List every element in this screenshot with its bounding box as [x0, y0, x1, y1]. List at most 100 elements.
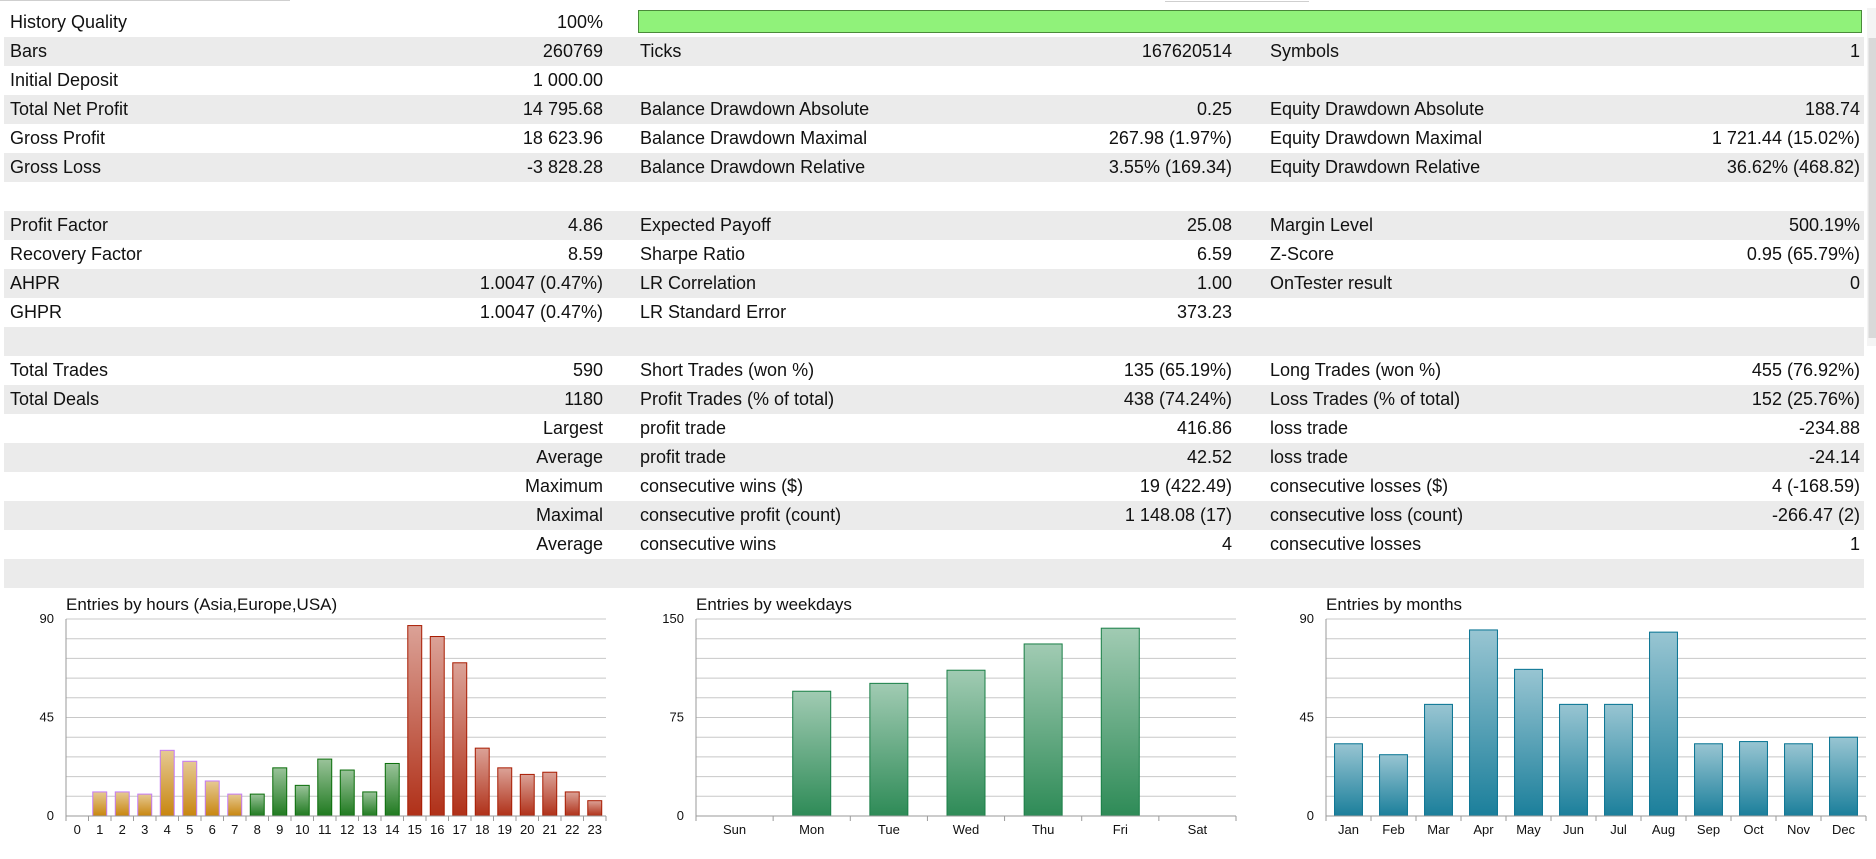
chart-title: Entries by weekdays [696, 595, 852, 614]
chart-svg: Entries by months 0 45 90 Jan Feb Mar Apr May Jun… [1300, 595, 1867, 837]
bar [564, 791, 580, 817]
report-row: Average consecutive wins 4 consecutive loss… [4, 530, 1864, 559]
bar [1023, 643, 1063, 817]
metric-value: 0 [1849, 273, 1860, 293]
backtest-report-table: History Quality 100% Bars 260769 Ticks 1676… [4, 8, 1864, 588]
x-tick-label: 10 [295, 822, 309, 837]
metric-label: Gross Loss [10, 157, 102, 177]
x-tick-label: Fri [1113, 822, 1128, 837]
scrollbar-thumb[interactable] [1868, 38, 1876, 338]
metric-value: 500.19% [1788, 215, 1860, 235]
metric-value: Maximum [524, 476, 603, 496]
metric-label: Loss Trades (% of total) [1270, 389, 1461, 409]
report-row: Total Net Profit 14 795.68 Balance Drawdow… [4, 95, 1864, 124]
metric-value: 6.59 [1196, 244, 1232, 264]
bar [1334, 743, 1363, 817]
metric-label: profit trade [640, 447, 727, 467]
bar [1694, 743, 1723, 817]
metric-value: 14 795.68 [522, 99, 603, 119]
metric-label: Equity Drawdown Absolute [1270, 99, 1485, 119]
x-tick-label: 12 [340, 822, 354, 837]
report-row [4, 182, 1864, 211]
metric-label: loss trade [1270, 447, 1349, 467]
metric-value: 1180 [564, 389, 603, 409]
report-row: Initial Deposit 1 000.00 [4, 66, 1864, 95]
metric-value: -234.88 [1798, 418, 1860, 438]
x-tick-label: 16 [430, 822, 444, 837]
metric-label: consecutive losses ($) [1270, 476, 1449, 496]
bar [182, 760, 198, 817]
bar [429, 636, 445, 817]
chart-entries-by-weekdays: Entries by weekdays 0 75 150 Sun Mon Tue Wed Thu… [638, 590, 1238, 852]
metric-value: 8.59 [567, 244, 603, 264]
bar [137, 793, 153, 817]
x-tick-label: 22 [565, 822, 579, 837]
metric-value: 1 721.44 (15.02%) [1711, 128, 1860, 148]
report-row: Maximum consecutive wins ($) 19 (422.49) co… [4, 472, 1864, 501]
metric-value: 4 [1221, 534, 1232, 554]
metric-value: 19 (422.49) [1139, 476, 1232, 496]
history-quality-row: History Quality 100% [4, 8, 1864, 37]
bar [1100, 627, 1140, 817]
metric-value: 1 148.08 (17) [1124, 505, 1232, 525]
vertical-scrollbar[interactable] [1867, 8, 1876, 346]
bar [1784, 743, 1813, 817]
x-tick-label: Thu [1032, 822, 1054, 837]
metric-value: 0.25 [1196, 99, 1232, 119]
history-quality-label: History Quality [10, 12, 128, 32]
metric-value: Largest [542, 418, 603, 438]
metric-label: Short Trades (won %) [640, 360, 815, 380]
bar [317, 758, 333, 817]
x-tick-label: Mon [799, 822, 824, 837]
bar [92, 791, 108, 817]
metric-value: -266.47 (2) [1771, 505, 1860, 525]
metric-label: GHPR [10, 302, 63, 322]
metric-value: 416.86 [1176, 418, 1232, 438]
metric-value: 167620514 [1141, 41, 1232, 61]
bar [159, 749, 175, 817]
metric-label: Margin Level [1270, 215, 1374, 235]
metric-label: Equity Drawdown Relative [1270, 157, 1481, 177]
x-tick-label: 2 [119, 822, 126, 837]
y-tick-label: 45 [40, 710, 54, 725]
x-tick-label: 8 [254, 822, 261, 837]
x-tick-label: 6 [209, 822, 216, 837]
bar [294, 784, 310, 817]
report-row: Profit Factor 4.86 Expected Payoff 25.08 Mar… [4, 211, 1864, 240]
metric-label: Profit Trades (% of total) [640, 389, 835, 409]
bar [946, 669, 986, 817]
metric-value: 188.74 [1804, 99, 1860, 119]
bar [1424, 703, 1453, 817]
metric-value: 4.86 [567, 215, 603, 235]
metric-label: Sharpe Ratio [640, 244, 746, 264]
y-tick-label: 0 [1307, 808, 1314, 823]
report-row: Largest profit trade 416.86 loss trade -234.… [4, 414, 1864, 443]
bar [1379, 754, 1408, 817]
metric-value: -3 828.28 [526, 157, 603, 177]
metric-label: consecutive wins ($) [640, 476, 804, 496]
x-tick-label: 17 [453, 822, 467, 837]
metric-label: consecutive loss (count) [1270, 505, 1464, 525]
y-tick-label: 45 [1300, 710, 1314, 725]
bar [114, 791, 130, 817]
bar [869, 682, 909, 817]
report-row: Total Deals 1180 Profit Trades (% of total… [4, 385, 1864, 414]
x-tick-label: 14 [385, 822, 399, 837]
chart-entries-by-months: Entries by months 0 45 90 Jan Feb Mar Apr May Jun… [1268, 590, 1868, 852]
bar [1739, 741, 1768, 817]
metric-label: Equity Drawdown Maximal [1270, 128, 1483, 148]
x-tick-label: 9 [276, 822, 283, 837]
bar [249, 793, 265, 817]
bar [497, 767, 513, 817]
metric-label: AHPR [10, 273, 61, 293]
metric-label: LR Standard Error [640, 302, 787, 322]
metric-label: Total Deals [10, 389, 100, 409]
x-tick-label: Jan [1338, 822, 1359, 837]
metric-value: 3.55% (169.34) [1108, 157, 1232, 177]
report-row: Maximal consecutive profit (count) 1 148.0… [4, 501, 1864, 530]
x-tick-label: Apr [1473, 822, 1494, 837]
metric-label: Symbols [1270, 41, 1340, 61]
x-tick-label: 19 [498, 822, 512, 837]
metric-label: Recovery Factor [10, 244, 143, 264]
metric-value: 42.52 [1186, 447, 1232, 467]
